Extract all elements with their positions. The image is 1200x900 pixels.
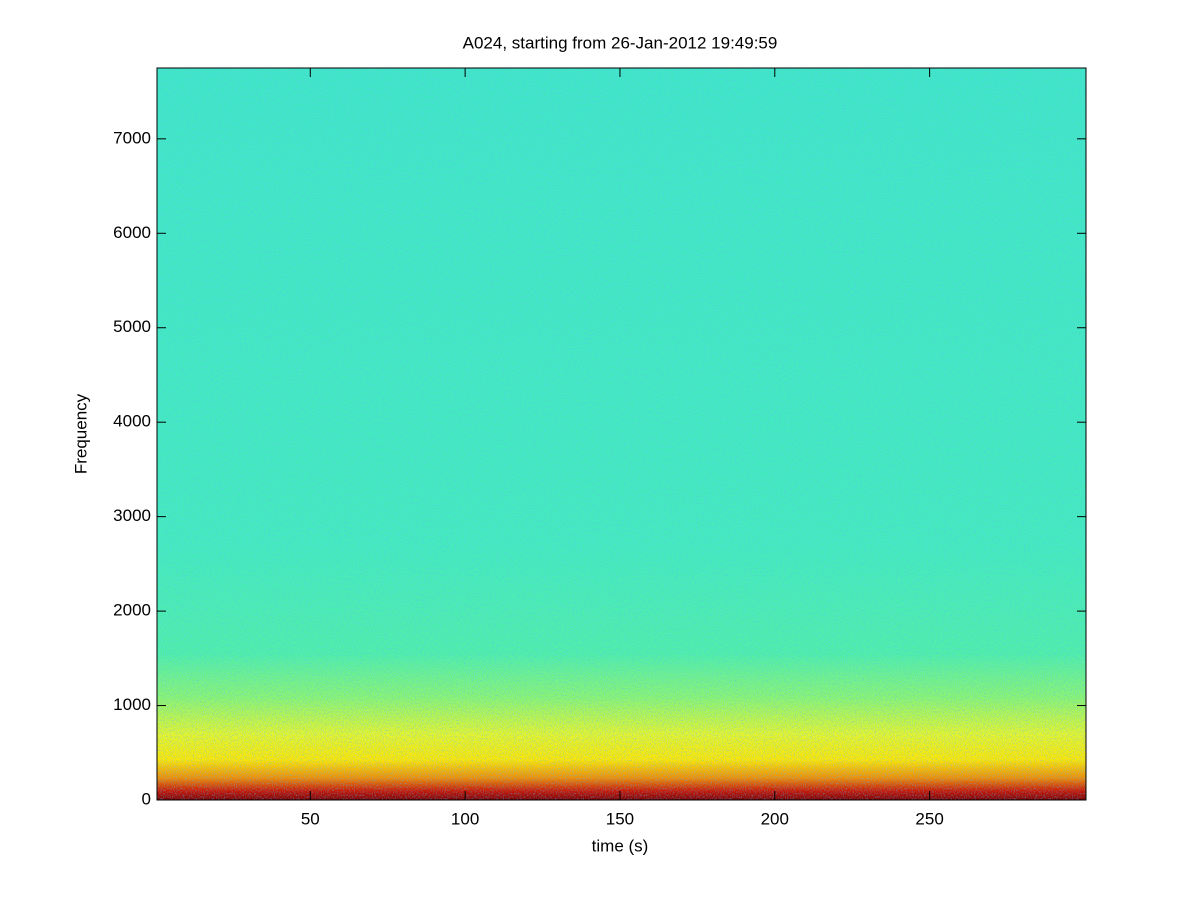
y-tick-label: 7000 (113, 128, 151, 147)
plot-frame (156, 67, 1087, 801)
x-tick-label: 150 (606, 809, 634, 828)
y-tick-label: 2000 (113, 601, 151, 620)
y-tick-label: 0 (142, 789, 151, 808)
y-axis-label: Frequency (71, 393, 90, 474)
x-tick-label: 50 (301, 809, 320, 828)
y-tick-label: 6000 (113, 223, 151, 242)
x-tick-label: 100 (451, 809, 479, 828)
y-tick-label: 3000 (113, 506, 151, 525)
chart-title: A024, starting from 26-Jan-2012 19:49:59 (463, 33, 778, 52)
spectrogram-noise (157, 68, 1086, 800)
x-tick-label: 250 (915, 809, 943, 828)
x-axis-label: time (s) (592, 836, 649, 855)
x-tick-label: 200 (761, 809, 789, 828)
y-tick-label: 5000 (113, 317, 151, 336)
y-tick-label: 1000 (113, 695, 151, 714)
y-tick-label: 4000 (113, 412, 151, 431)
